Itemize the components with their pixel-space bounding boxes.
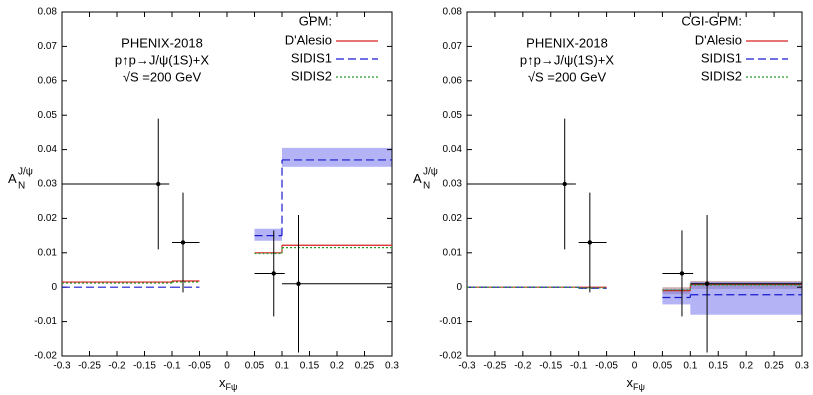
x-tick-label: 0.3	[795, 361, 809, 372]
x-tick-label: -0.3	[458, 361, 476, 372]
x-tick-label: 0.2	[330, 361, 344, 372]
data-point	[704, 281, 710, 286]
x-tick-label: -0.05	[595, 361, 618, 372]
x-axis-label-main: x	[627, 375, 634, 390]
data-point	[587, 240, 593, 245]
y-tick-label: 0.06	[443, 75, 463, 86]
x-axis-label: xFψ	[219, 375, 237, 392]
legend-label: SIDIS1	[701, 50, 742, 65]
annotation: √S =200 GeV	[123, 69, 202, 84]
legend-label: D'Alesio	[695, 32, 742, 47]
x-tick-label: -0.25	[78, 361, 101, 372]
x-tick-label: -0.2	[514, 361, 532, 372]
y-axis-label-sup: J/ψ	[18, 167, 33, 178]
error-band	[254, 228, 282, 241]
x-tick-label: -0.25	[484, 361, 507, 372]
y-tick-label: 0.07	[38, 41, 58, 52]
x-tick-label: -0.15	[133, 361, 156, 372]
x-tick-label: 0.05	[245, 361, 265, 372]
y-tick-label: 0.07	[443, 41, 463, 52]
y-axis-label: A	[413, 171, 422, 186]
y-tick-label: -0.01	[439, 316, 462, 327]
y-tick-label: 0.02	[38, 213, 58, 224]
data-point	[180, 240, 186, 245]
y-tick-label: 0.04	[38, 144, 58, 155]
legend-label: D'Alesio	[285, 32, 332, 47]
x-axis-label-sub: Fψ	[226, 382, 238, 392]
x-tick-label: -0.15	[539, 361, 562, 372]
y-tick-label: 0	[51, 282, 57, 293]
x-tick-label: -0.1	[570, 361, 588, 372]
y-tick-label: -0.02	[34, 351, 57, 362]
x-tick-label: -0.3	[53, 361, 71, 372]
annotation: p↑p→J/ψ(1S)+X	[115, 52, 209, 67]
x-tick-label: 0.15	[300, 361, 320, 372]
legend-title: GPM:	[299, 13, 332, 28]
x-tick-label: 0.2	[739, 361, 753, 372]
annotation: p↑p→J/ψ(1S)+X	[520, 52, 614, 67]
legend-label: SIDIS2	[291, 68, 332, 83]
y-axis-label-main: A	[413, 171, 422, 186]
error-band	[690, 282, 802, 315]
y-tick-label: 0.01	[38, 247, 58, 258]
y-tick-label: 0.03	[443, 179, 463, 190]
legend-title: CGI-GPM:	[681, 13, 742, 28]
y-tick-label: 0.02	[443, 213, 463, 224]
x-tick-label: 0.1	[683, 361, 697, 372]
data-point	[562, 181, 567, 187]
annotation: PHENIX-2018	[121, 35, 203, 50]
x-tick-label: 0.05	[653, 361, 673, 372]
y-tick-label: 0.08	[443, 7, 463, 18]
y-tick-label: 0.03	[38, 179, 58, 190]
y-tick-label: 0.06	[38, 75, 58, 86]
y-tick-label: 0.04	[443, 144, 463, 155]
x-tick-label: 0	[224, 361, 230, 372]
y-tick-label: 0.05	[443, 110, 463, 121]
y-axis-label-sup: J/ψ	[423, 167, 438, 178]
x-tick-label: 0.3	[385, 361, 399, 372]
y-tick-label: 0.01	[443, 247, 463, 258]
x-tick-label: -0.1	[163, 361, 181, 372]
x-tick-label: -0.2	[108, 361, 126, 372]
x-axis-label-main: x	[219, 375, 226, 390]
y-axis-label: A	[8, 171, 17, 186]
x-tick-label: 0.15	[709, 361, 729, 372]
data-point	[679, 271, 685, 276]
annotation: PHENIX-2018	[526, 35, 608, 50]
data-point	[271, 271, 276, 276]
x-tick-label: -0.05	[188, 361, 211, 372]
x-axis-label: xFψ	[627, 375, 645, 392]
x-tick-label: 0	[632, 361, 638, 372]
y-tick-label: 0.08	[38, 7, 58, 18]
legend-label: SIDIS2	[701, 68, 742, 83]
x-axis-label-sub: Fψ	[633, 382, 645, 392]
y-tick-label: 0.05	[38, 110, 58, 121]
y-tick-label: -0.02	[439, 351, 462, 362]
data-point	[296, 281, 301, 286]
legend-label: SIDIS1	[291, 50, 332, 65]
y-axis-label-sub: N	[18, 181, 25, 192]
data-point	[156, 181, 161, 187]
y-axis-label-sub: N	[423, 181, 430, 192]
x-tick-label: 0.1	[275, 361, 289, 372]
x-tick-label: 0.25	[764, 361, 784, 372]
y-tick-label: 0	[456, 282, 462, 293]
y-axis-label-main: A	[8, 171, 17, 186]
error-band	[662, 288, 691, 305]
x-tick-label: 0.25	[355, 361, 375, 372]
y-tick-label: -0.01	[34, 316, 57, 327]
error-band	[282, 147, 392, 167]
annotation: √S =200 GeV	[528, 69, 607, 84]
